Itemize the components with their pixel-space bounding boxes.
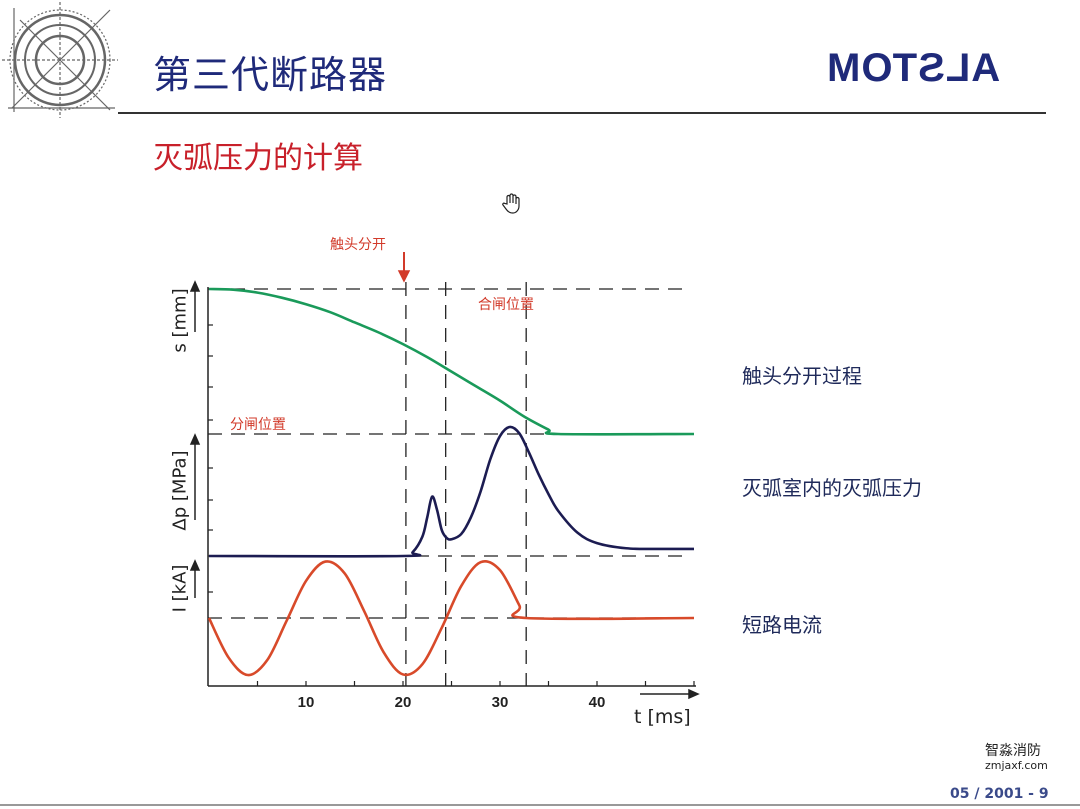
bottom-divider [0, 804, 1080, 806]
p-curve [208, 425, 695, 558]
page-title: 第三代断路器 [153, 53, 388, 97]
watermark-name: 智淼消防 [985, 743, 1041, 759]
x-tick-label: 20 [395, 694, 412, 711]
breaker-logo-icon [2, 2, 118, 118]
hand-cursor-icon [502, 193, 520, 214]
label-short-circuit-current: 短路电流 [742, 613, 822, 637]
x-tick-label: 40 [589, 694, 606, 711]
x-tick-label: 10 [298, 694, 315, 711]
annotation-closed-position: 合闸位置 [478, 297, 534, 313]
label-contact-travel: 触头分开过程 [742, 364, 862, 388]
page-footer: 05 / 2001 - 9 [950, 786, 1049, 802]
section-subtitle: 灭弧压力的计算 [153, 141, 363, 176]
watermark: 智淼消防 zmjaxf.com [985, 743, 1048, 773]
s-axis-label: s [mm] [169, 288, 191, 353]
title-divider [118, 112, 1046, 114]
annotation-open-position: 分闸位置 [230, 417, 286, 433]
p-axis-label: Δp [MPa] [169, 450, 191, 531]
label-arc-pressure: 灭弧室内的灭弧压力 [742, 476, 922, 500]
i-axis-label: I [kA] [169, 564, 191, 613]
s-curve [208, 287, 695, 436]
watermark-url: zmjaxf.com [985, 759, 1048, 772]
contact-separation-arrow [397, 270, 411, 283]
i-curve [207, 559, 695, 677]
x-tick-label: 30 [492, 694, 509, 711]
t-arrow-head [688, 688, 700, 700]
annotation-contact-separation: 触头分开 [330, 237, 386, 253]
x-axis-label: t [ms] [634, 706, 691, 728]
